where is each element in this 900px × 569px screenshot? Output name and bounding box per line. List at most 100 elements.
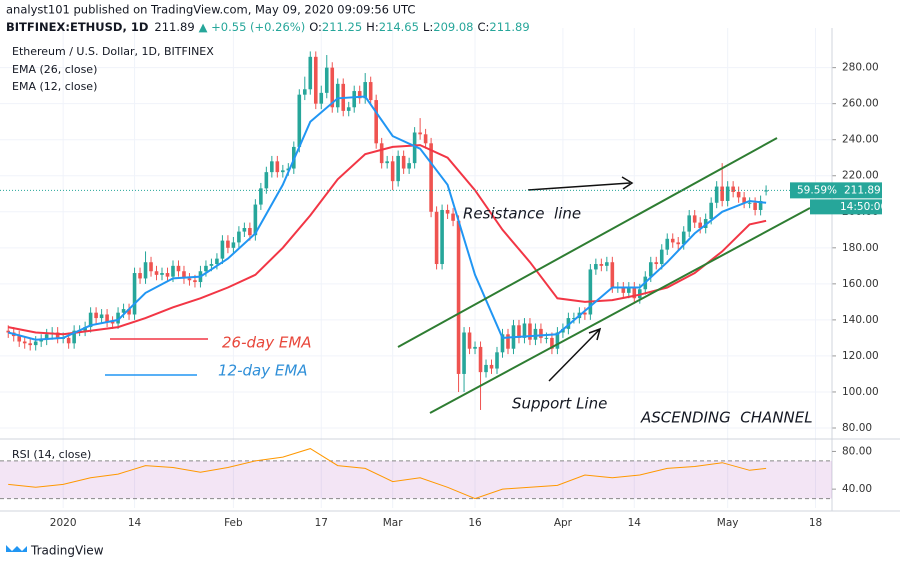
candle-body bbox=[764, 190, 768, 192]
candle-body bbox=[390, 161, 395, 182]
ohlc: H: bbox=[366, 20, 379, 34]
candle-body bbox=[500, 334, 505, 353]
candle-body bbox=[110, 321, 115, 324]
change-percent: 59.59% bbox=[797, 184, 837, 196]
candle-body bbox=[143, 262, 148, 279]
candle-body bbox=[539, 328, 543, 338]
candle-body bbox=[588, 269, 593, 315]
candle-body bbox=[231, 242, 236, 248]
candle-body bbox=[418, 132, 422, 135]
candle-body bbox=[627, 287, 631, 293]
candle-body bbox=[703, 218, 708, 228]
change: ▲ +0.55 (+0.26%) bbox=[199, 20, 306, 34]
candle-body bbox=[324, 67, 329, 93]
x-tick-label: 17 bbox=[315, 517, 328, 529]
y-tick-label: 80.00 bbox=[842, 445, 872, 457]
annotation: Resistance line bbox=[463, 205, 581, 223]
candle-body bbox=[572, 318, 576, 320]
candle-body bbox=[583, 312, 587, 315]
symbol-line: BITFINEX:ETHUSD, 1D 211.89 ▲ +0.55 (+0.26%… bbox=[6, 20, 530, 34]
candle-body bbox=[659, 249, 664, 265]
publisher: analyst101 published on TradingView.com,… bbox=[6, 3, 415, 17]
candle-body bbox=[215, 258, 219, 265]
chart-title: Ethereum / U.S. Dollar, 1D, BITFINEX bbox=[12, 45, 214, 58]
legend-entry: EMA (26, close) bbox=[12, 63, 97, 76]
candle-body bbox=[94, 312, 98, 319]
annotation: 26-day EMA bbox=[222, 334, 312, 352]
arrow-head bbox=[588, 327, 602, 341]
candle-body bbox=[357, 91, 362, 99]
candle-body bbox=[725, 186, 730, 201]
candle-body bbox=[451, 213, 455, 221]
ohlc: O: bbox=[309, 20, 322, 34]
candle-body bbox=[335, 83, 340, 108]
candle-body bbox=[165, 273, 170, 277]
candle-body bbox=[753, 202, 757, 210]
candle-body bbox=[209, 264, 214, 266]
last-price-box bbox=[790, 182, 882, 199]
candle-body bbox=[242, 227, 247, 232]
candle-body bbox=[6, 330, 11, 333]
y-tick-label: 180.00 bbox=[842, 242, 879, 254]
rsi-line bbox=[8, 448, 767, 500]
logo bbox=[6, 545, 27, 552]
candle-body bbox=[714, 186, 719, 203]
candle-body bbox=[681, 231, 686, 245]
candle-body bbox=[473, 346, 477, 349]
candle-body bbox=[281, 170, 285, 173]
annotation: 12-day EMA bbox=[218, 362, 308, 380]
ema-line bbox=[8, 144, 767, 336]
candle-body bbox=[379, 143, 384, 164]
candle-body bbox=[412, 132, 417, 164]
y-tick-label: 160.00 bbox=[842, 278, 879, 290]
candle-body bbox=[605, 262, 609, 266]
candle-body bbox=[313, 56, 318, 104]
candle-body bbox=[462, 332, 466, 374]
x-tick-label: 16 bbox=[468, 517, 482, 529]
candle-body bbox=[44, 334, 49, 340]
candle-body bbox=[396, 155, 400, 182]
candle-body bbox=[264, 172, 269, 189]
y-tick-label: 140.00 bbox=[842, 314, 879, 326]
candle-body bbox=[401, 155, 406, 169]
x-tick-label: 14 bbox=[628, 517, 642, 529]
candle-body bbox=[648, 262, 653, 277]
ohlc: 214.65 bbox=[379, 20, 419, 34]
candle-body bbox=[275, 161, 280, 173]
rsi-title: RSI (14, close) bbox=[12, 448, 91, 461]
candle-body bbox=[599, 264, 604, 266]
countdown-box bbox=[810, 199, 882, 215]
candle-body bbox=[495, 352, 499, 369]
x-tick-label: 2020 bbox=[50, 517, 77, 529]
candle-body bbox=[297, 94, 302, 147]
candle-body bbox=[654, 262, 659, 265]
candle-body bbox=[28, 343, 33, 346]
ohlc: L: bbox=[423, 20, 433, 34]
candle-body bbox=[621, 287, 626, 293]
candle-body bbox=[594, 264, 598, 270]
candle-body bbox=[363, 82, 368, 99]
grid: 2020 14 Feb 17 Mar 16 Apr 14 May 18 80.00 100.00 120… bbox=[0, 28, 879, 529]
candle-body bbox=[237, 231, 241, 243]
candle-body bbox=[550, 337, 554, 349]
candle-body bbox=[319, 92, 324, 104]
annotation: Support Line bbox=[512, 395, 607, 413]
plot bbox=[6, 51, 768, 410]
arrow bbox=[527, 182, 631, 191]
candle-body bbox=[39, 339, 43, 342]
candle-body bbox=[517, 325, 521, 338]
candle-body bbox=[193, 280, 197, 283]
candle-body bbox=[709, 202, 713, 219]
candle-body bbox=[127, 309, 131, 315]
candle-body bbox=[385, 161, 389, 164]
y-tick-label: 220.00 bbox=[842, 170, 879, 182]
candle-body bbox=[171, 265, 175, 277]
annotation: ASCENDING CHANNEL bbox=[640, 409, 813, 427]
candle-body bbox=[204, 265, 208, 272]
y-tick-label: 260.00 bbox=[842, 98, 879, 110]
candle-body bbox=[226, 240, 230, 248]
candle-body bbox=[132, 273, 137, 315]
candle-body bbox=[665, 238, 670, 250]
candle-body bbox=[160, 273, 164, 275]
candle-body bbox=[440, 209, 444, 265]
